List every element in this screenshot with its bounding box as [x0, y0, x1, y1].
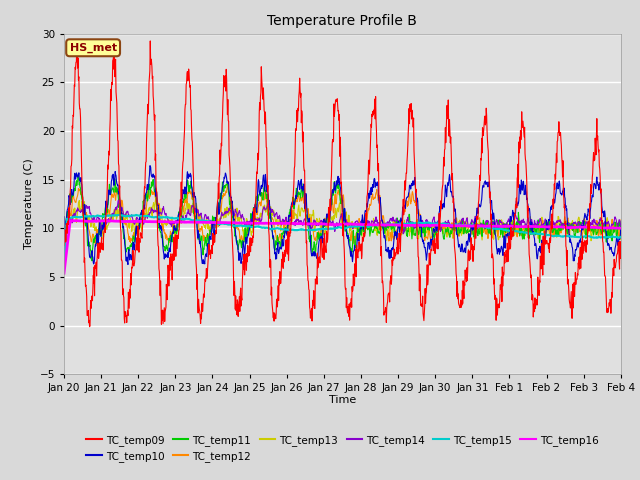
TC_temp13	[193, 201, 200, 207]
TC_temp09	[60, 238, 68, 244]
TC_temp11	[193, 218, 200, 224]
TC_temp09	[532, 301, 540, 307]
TC_temp13	[454, 228, 461, 234]
TC_temp16	[72, 218, 79, 224]
TC_temp16	[60, 270, 68, 276]
TC_temp09	[86, 324, 93, 330]
TC_temp16	[178, 219, 186, 225]
TC_temp12	[259, 196, 267, 202]
TC_temp11	[178, 206, 186, 212]
TC_temp09	[259, 85, 267, 91]
TC_temp13	[584, 231, 591, 237]
TC_temp12	[531, 223, 539, 229]
TC_temp13	[178, 215, 186, 220]
TC_temp13	[60, 255, 68, 261]
TC_temp10	[454, 239, 462, 244]
TC_temp15	[584, 233, 591, 239]
TC_temp11	[454, 233, 461, 239]
Line: TC_temp13: TC_temp13	[64, 199, 640, 260]
Line: TC_temp11: TC_temp11	[64, 175, 640, 268]
TC_temp16	[193, 219, 200, 225]
TC_temp15	[531, 230, 539, 236]
TC_temp15	[454, 222, 461, 228]
TC_temp16	[259, 220, 267, 226]
TC_temp09	[179, 167, 186, 172]
Legend: TC_temp09, TC_temp10, TC_temp11, TC_temp12, TC_temp13, TC_temp14, TC_temp15, TC_: TC_temp09, TC_temp10, TC_temp11, TC_temp…	[82, 431, 603, 466]
TC_temp15	[60, 266, 68, 272]
TC_temp14	[454, 222, 461, 228]
TC_temp13	[259, 204, 267, 210]
TC_temp12	[192, 211, 200, 216]
Line: TC_temp10: TC_temp10	[64, 166, 640, 264]
TC_temp15	[193, 217, 200, 223]
TC_temp16	[454, 223, 461, 228]
TC_temp09	[454, 291, 462, 297]
Title: Temperature Profile B: Temperature Profile B	[268, 14, 417, 28]
TC_temp15	[259, 225, 267, 230]
TC_temp10	[193, 222, 201, 228]
TC_temp10	[179, 195, 186, 201]
TC_temp12	[178, 213, 186, 218]
Line: TC_temp16: TC_temp16	[64, 221, 640, 274]
Y-axis label: Temperature (C): Temperature (C)	[24, 158, 34, 250]
TC_temp11	[531, 232, 539, 238]
TC_temp12	[454, 223, 461, 229]
TC_temp12	[584, 220, 591, 226]
TC_temp11	[584, 227, 591, 232]
TC_temp14	[193, 206, 200, 212]
TC_temp12	[60, 255, 68, 261]
X-axis label: Time: Time	[329, 395, 356, 405]
TC_temp10	[584, 206, 592, 212]
TC_temp09	[584, 218, 592, 224]
TC_temp14	[259, 207, 267, 213]
TC_temp15	[116, 212, 124, 218]
TC_temp11	[259, 197, 267, 203]
TC_temp13	[531, 226, 539, 231]
TC_temp13	[152, 196, 159, 202]
TC_temp12	[224, 181, 232, 187]
TC_temp10	[124, 262, 132, 267]
Line: TC_temp14: TC_temp14	[64, 200, 640, 266]
TC_temp10	[532, 240, 540, 246]
Line: TC_temp15: TC_temp15	[64, 215, 640, 277]
TC_temp14	[531, 221, 539, 227]
Text: HS_met: HS_met	[70, 43, 116, 53]
TC_temp10	[146, 163, 154, 168]
TC_temp14	[60, 260, 68, 265]
TC_temp16	[531, 224, 539, 229]
TC_temp11	[74, 172, 82, 178]
TC_temp10	[60, 249, 68, 255]
TC_temp14	[115, 197, 122, 203]
TC_temp09	[193, 287, 201, 292]
TC_temp11	[60, 265, 68, 271]
TC_temp16	[584, 224, 591, 230]
TC_temp14	[584, 219, 591, 225]
TC_temp14	[178, 216, 186, 221]
TC_temp10	[259, 172, 267, 178]
TC_temp15	[178, 216, 186, 222]
Line: TC_temp09: TC_temp09	[64, 41, 640, 327]
Line: TC_temp12: TC_temp12	[64, 184, 640, 260]
TC_temp09	[147, 38, 154, 44]
